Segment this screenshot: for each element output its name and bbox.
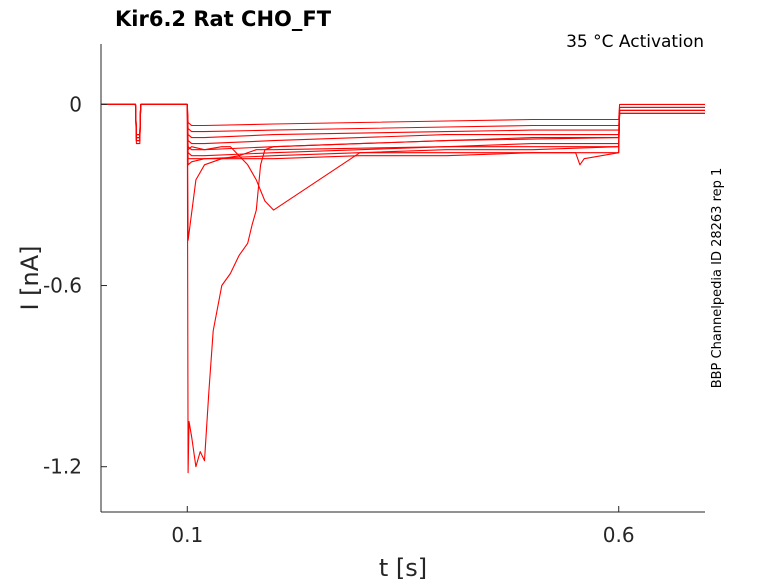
- y-axis-label: I [nA]: [16, 245, 44, 310]
- current-trace-10: [101, 103, 705, 211]
- y-ticks: 0 -0.6 -1.2: [43, 92, 107, 479]
- y-tick-label: -1.2: [43, 455, 82, 479]
- y-tick-label: 0: [69, 92, 82, 116]
- x-tick-label: 0.1: [171, 523, 203, 547]
- chart-subtitle: 35 °C Activation: [566, 32, 704, 52]
- current-trace-3: [101, 103, 705, 142]
- x-axis-label: t [s]: [379, 554, 427, 582]
- traces: [101, 103, 705, 474]
- dataset-id-note: BBP Channelpedia ID 28263 rep 1: [710, 168, 725, 389]
- x-ticks: 0.1 0.6: [171, 506, 635, 547]
- current-trace-9: [101, 103, 705, 241]
- y-tick-label: -0.6: [43, 274, 82, 298]
- current-trace-11: [101, 103, 705, 474]
- x-tick-label: 0.6: [603, 523, 635, 547]
- chart-title: Kir6.2 Rat CHO_FT: [115, 7, 332, 31]
